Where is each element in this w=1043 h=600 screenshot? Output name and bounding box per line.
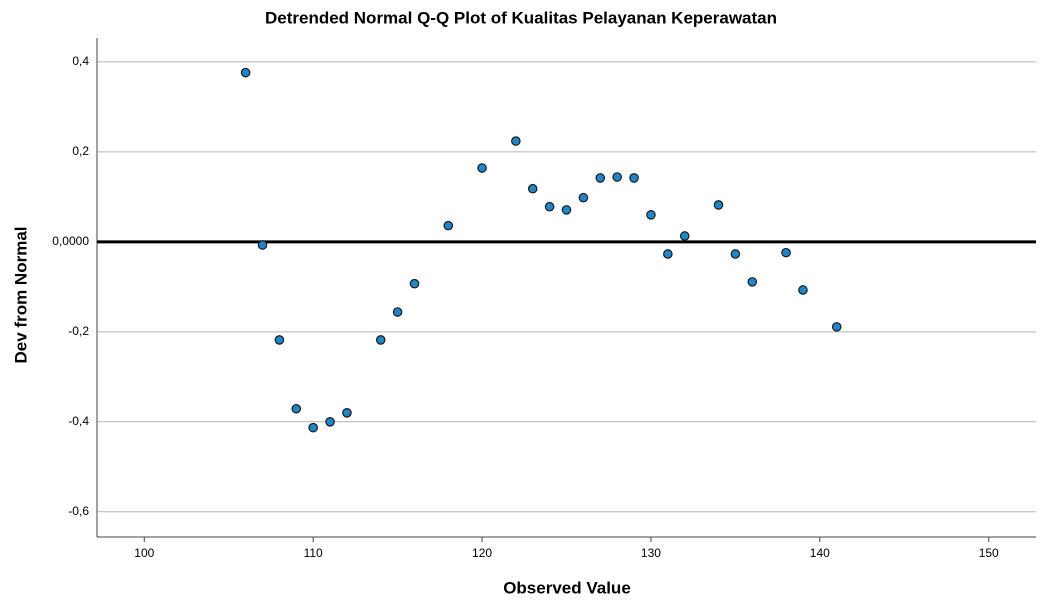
chart-title: Detrended Normal Q-Q Plot of Kualitas Pe… [265, 8, 777, 27]
point [595, 173, 606, 183]
point [781, 247, 791, 258]
point [477, 163, 487, 173]
x-tick-label: 100 [134, 546, 154, 560]
point [527, 183, 538, 194]
point [831, 322, 842, 332]
point [511, 136, 521, 146]
point [629, 173, 639, 183]
y-tick-label: -0,4 [68, 414, 89, 428]
point [679, 231, 690, 241]
point [663, 249, 673, 259]
y-tick-label: -0,2 [68, 324, 89, 338]
point [308, 422, 318, 433]
point [561, 205, 572, 215]
point [578, 192, 589, 203]
point [747, 277, 758, 287]
x-tick-label: 110 [304, 546, 323, 560]
point [291, 403, 302, 414]
x-tick-label: 140 [810, 546, 830, 560]
y-tick-label: -0,6 [68, 504, 89, 518]
y-tick-label: 0,4 [72, 54, 89, 68]
point [646, 210, 656, 220]
point [713, 200, 724, 210]
y-tick-label: 0,0000 [52, 234, 89, 248]
point [342, 408, 352, 418]
point [798, 285, 808, 295]
point [325, 417, 335, 427]
point [257, 240, 268, 250]
x-tick-label: 120 [472, 546, 492, 560]
point [612, 172, 622, 182]
y-tick-label: 0,2 [72, 144, 89, 158]
point [730, 249, 741, 259]
x-axis-label: Observed Value [503, 578, 631, 597]
point [544, 201, 555, 212]
point [274, 335, 285, 345]
point [409, 278, 420, 289]
x-tick-label: 150 [979, 546, 999, 560]
point [240, 67, 251, 78]
y-axis-label: Dev from Normal [11, 227, 30, 364]
point [392, 307, 403, 317]
point [375, 335, 386, 345]
point [443, 220, 454, 231]
x-tick-label: 130 [641, 546, 661, 560]
